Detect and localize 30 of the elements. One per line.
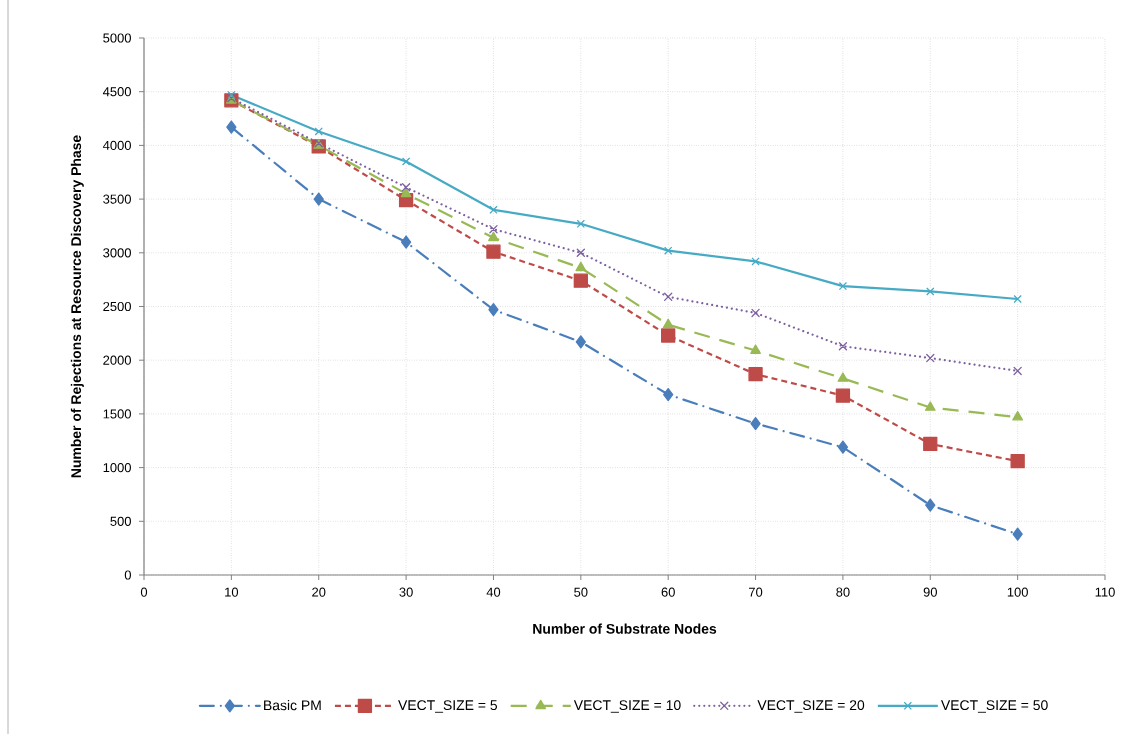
y-tick-label: 3500 xyxy=(103,194,131,204)
x-tick-label: 20 xyxy=(312,587,326,597)
legend-label: VECT_SIZE = 10 xyxy=(573,700,681,713)
y-axis-title: Number of Rejections at Resource Discovery Phase xyxy=(70,135,84,478)
legend-label: Basic PM xyxy=(264,700,321,711)
x-tick-label: 90 xyxy=(923,587,937,597)
y-tick-label: 2000 xyxy=(103,355,131,365)
legend-label: VECT_SIZE = 20 xyxy=(757,700,865,713)
y-tick-label: 1000 xyxy=(103,463,131,473)
x-axis-title: Number of Substrate Nodes xyxy=(533,623,717,634)
x-tick-label: 0 xyxy=(140,587,148,597)
y-tick-label: 1500 xyxy=(103,409,131,419)
x-tick-label: 70 xyxy=(749,587,763,597)
x-tick-label: 60 xyxy=(661,587,675,597)
legend-label: VECT_SIZE = 50 xyxy=(940,700,1048,713)
x-tick-label: 100 xyxy=(1007,587,1028,597)
y-tick-label: 5000 xyxy=(103,33,131,43)
y-tick-label: 0 xyxy=(124,570,131,580)
legend-label: VECT_SIZE = 5 xyxy=(398,700,498,713)
y-tick-label: 2500 xyxy=(103,301,131,312)
y-tick-label: 500 xyxy=(110,516,131,526)
y-tick-label: 3000 xyxy=(103,248,131,258)
x-tick-label: 110 xyxy=(1095,587,1115,597)
x-tick-label: 80 xyxy=(836,587,850,597)
x-tick-label: 30 xyxy=(399,587,413,597)
x-tick-label: 10 xyxy=(225,587,239,597)
y-tick-label: 4500 xyxy=(102,87,131,97)
y-tick-label: 4000 xyxy=(102,140,131,150)
x-tick-label: 50 xyxy=(574,587,588,597)
x-tick-label: 40 xyxy=(486,587,501,597)
